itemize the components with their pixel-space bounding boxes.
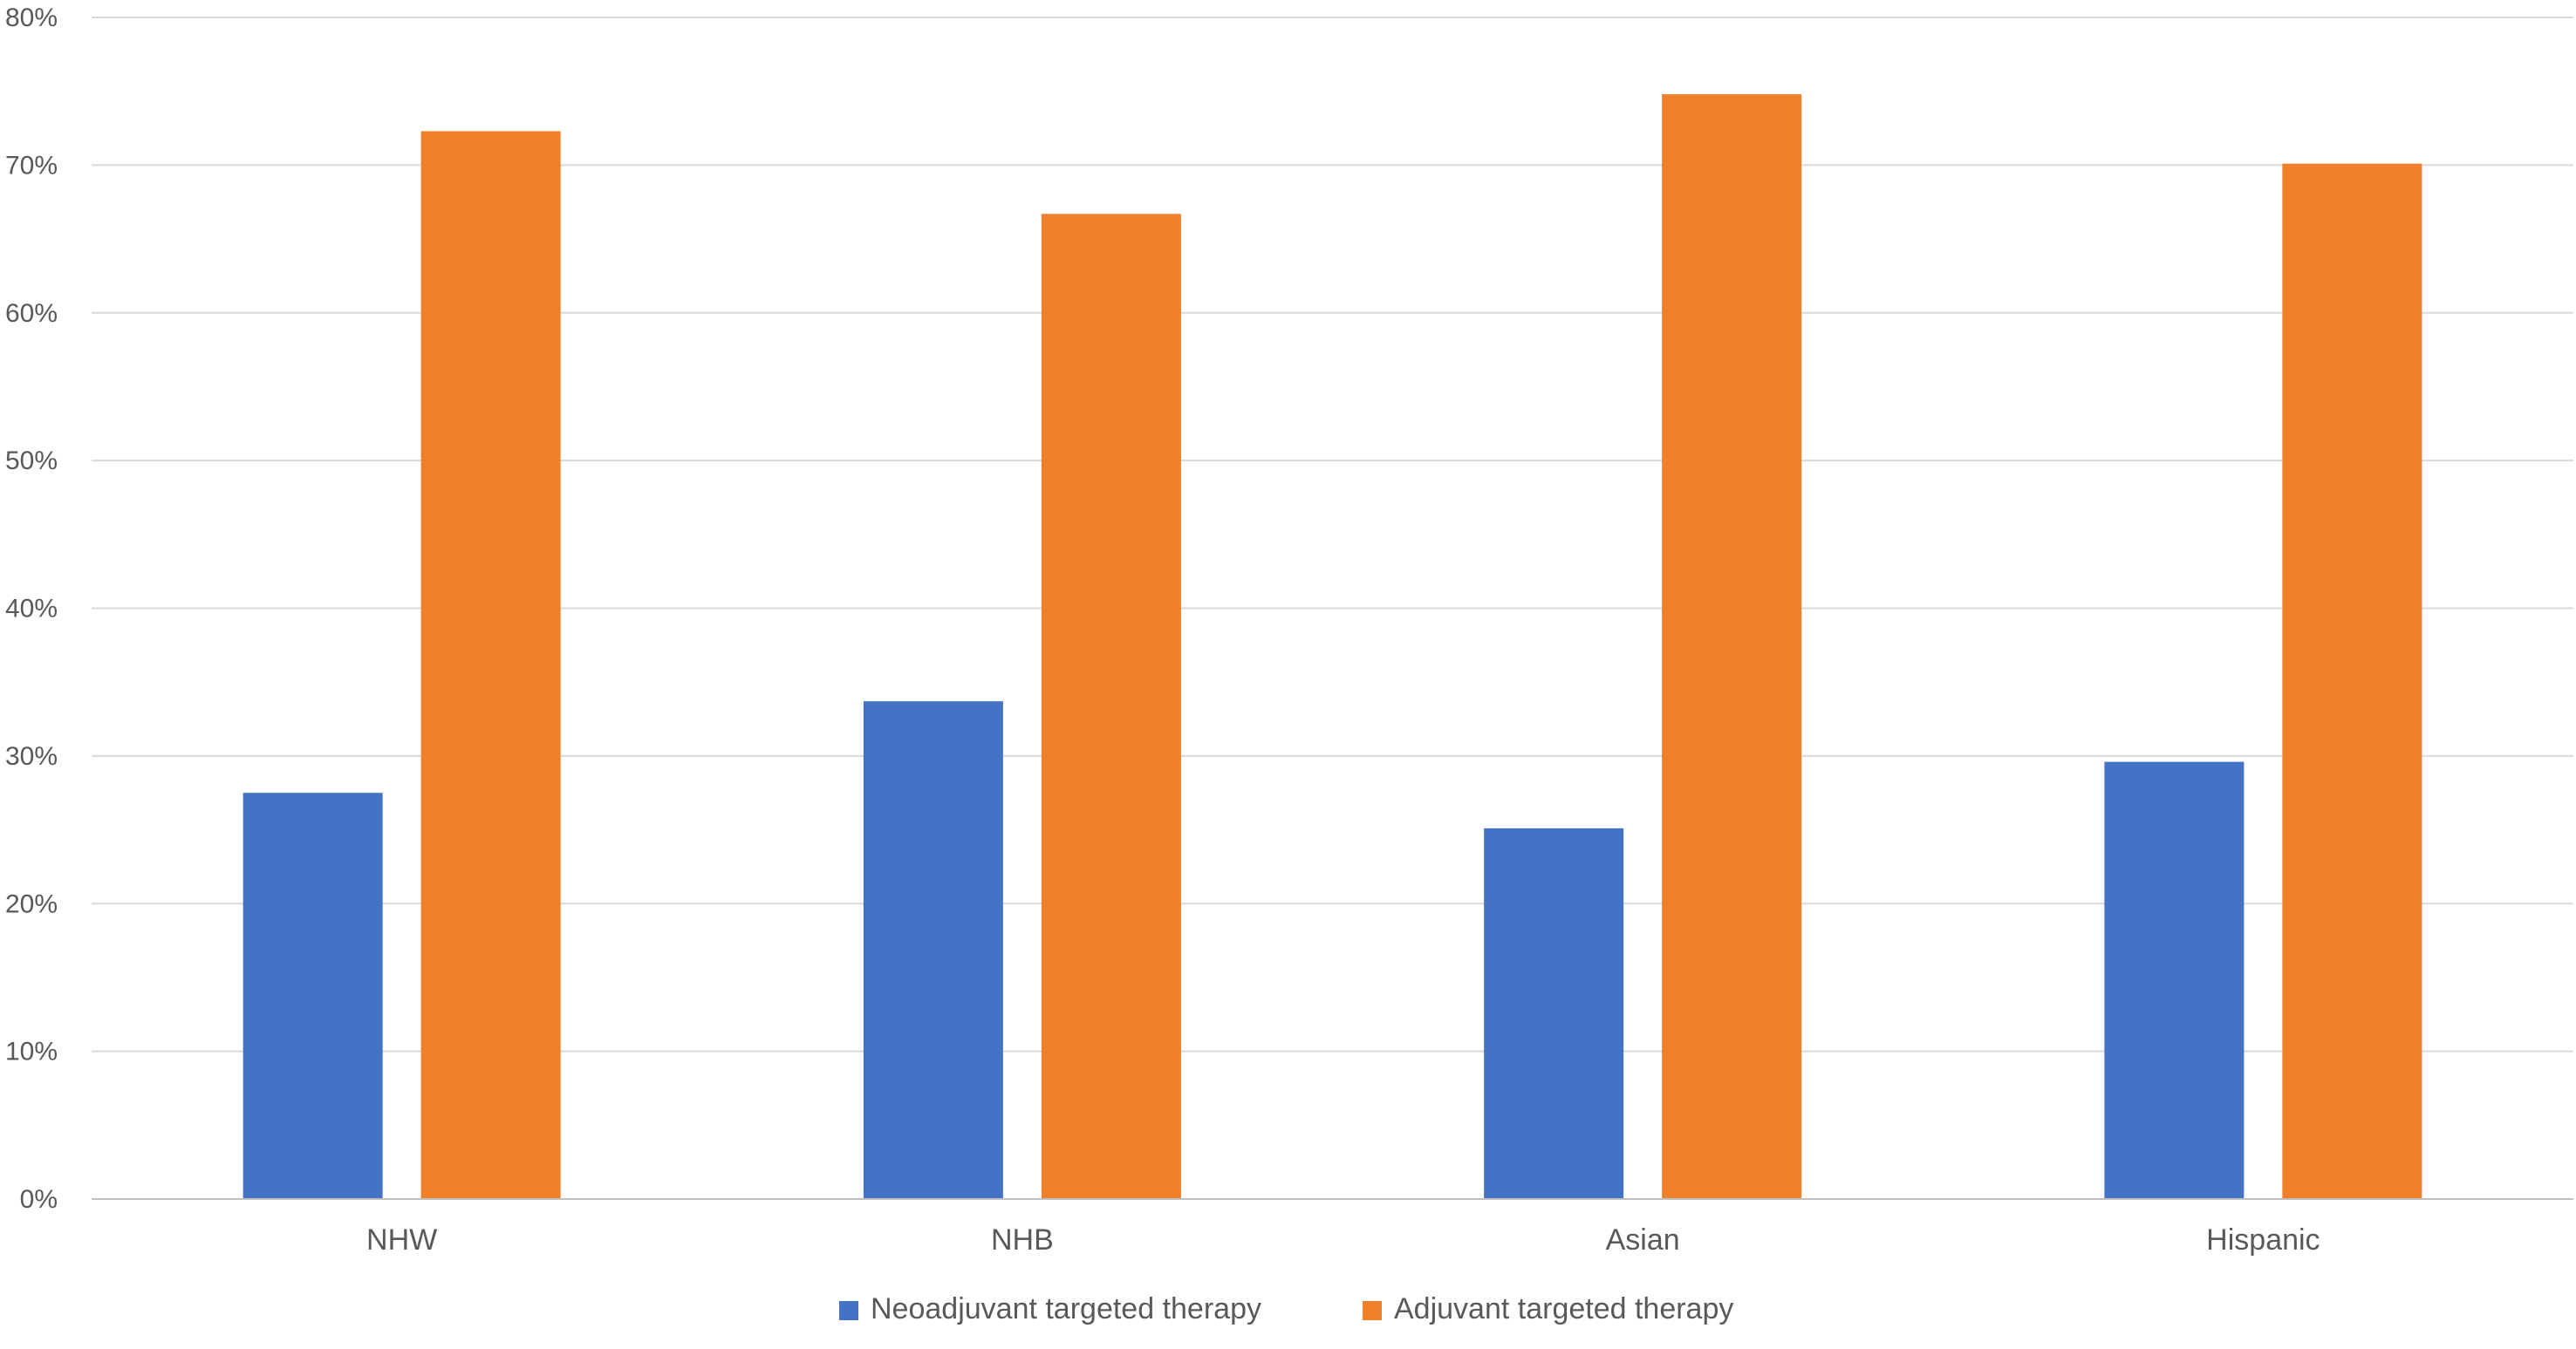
y-tick-label: 20% bbox=[5, 889, 58, 918]
y-tick-label: 30% bbox=[5, 742, 58, 771]
bar-neoadjuvant-nhb bbox=[863, 701, 1003, 1199]
y-tick-label: 10% bbox=[5, 1038, 58, 1066]
x-axis-categories: NHW NHB Asian Hispanic bbox=[366, 1223, 2320, 1257]
y-tick-label: 50% bbox=[5, 446, 58, 475]
x-category-label: Hispanic bbox=[2206, 1223, 2320, 1257]
x-category-label: Asian bbox=[1606, 1223, 1680, 1257]
bar-adjuvant-nhb bbox=[1041, 214, 1181, 1199]
y-tick-label: 0% bbox=[20, 1185, 58, 1214]
x-category-label: NHW bbox=[366, 1223, 437, 1257]
y-tick-label: 70% bbox=[5, 151, 58, 180]
bar-adjuvant-asian bbox=[1662, 94, 1802, 1200]
bar-neoadjuvant-nhw bbox=[243, 793, 383, 1199]
bar-neoadjuvant-asian bbox=[1484, 828, 1624, 1199]
legend-label: Adjuvant targeted therapy bbox=[1394, 1292, 1733, 1325]
y-tick-label: 60% bbox=[5, 299, 58, 328]
x-category-label: NHB bbox=[991, 1223, 1054, 1257]
y-tick-label: 80% bbox=[5, 3, 58, 32]
legend-label: Neoadjuvant targeted therapy bbox=[871, 1292, 1261, 1325]
legend: Neoadjuvant targeted therapy Adjuvant tar… bbox=[839, 1292, 1733, 1325]
bar-neoadjuvant-hispanic bbox=[2104, 761, 2245, 1199]
legend-swatch bbox=[839, 1301, 858, 1320]
bar-adjuvant-hispanic bbox=[2282, 163, 2422, 1199]
legend-swatch bbox=[1363, 1301, 1382, 1320]
y-tick-label: 40% bbox=[5, 595, 58, 623]
y-axis-ticks: 0% 10% 20% 30% 40% 50% 60% 70% 80% bbox=[5, 3, 58, 1214]
bars bbox=[243, 94, 2422, 1200]
bar-adjuvant-nhw bbox=[420, 131, 561, 1200]
